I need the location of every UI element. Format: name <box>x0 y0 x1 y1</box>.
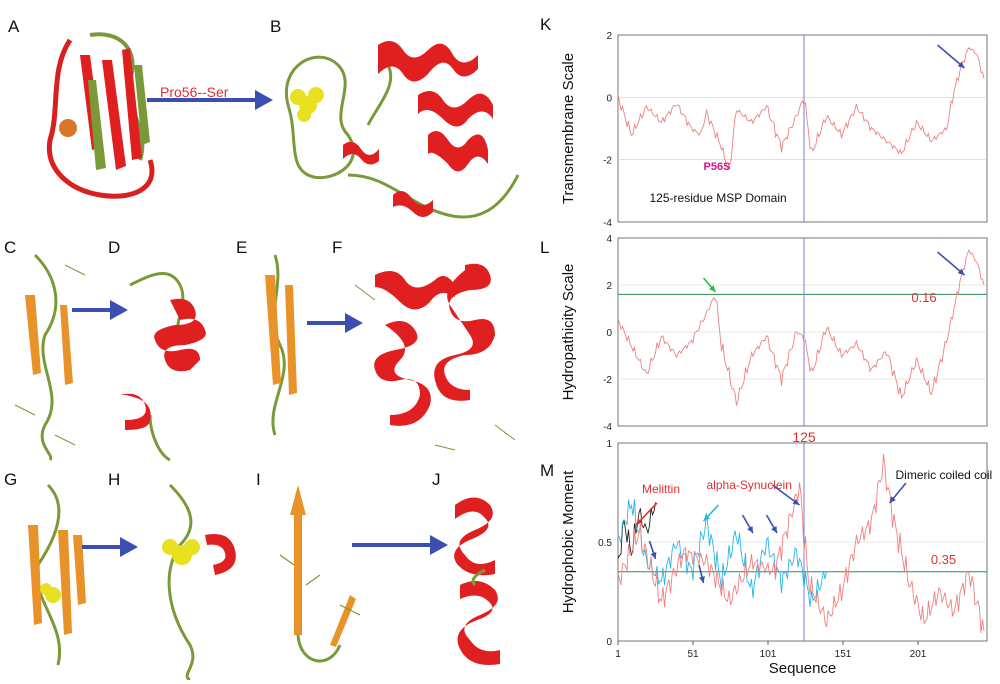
structure-f <box>354 263 516 451</box>
chart-l-threshold-label: 0.16 <box>911 290 936 305</box>
chart-m-annotation-synuclein: alpha-Synuclein <box>707 478 792 492</box>
arrow-g-h <box>82 537 138 557</box>
profile-charts: -4 -2 0 2 Transmembrane Scale -4 -2 0 2 4 Hydropat… <box>560 31 993 677</box>
panel-label-g: G <box>4 470 18 489</box>
chart-m-annotation-melittin: Melittin <box>642 482 680 496</box>
panel-label-b: B <box>270 17 282 36</box>
arrow-e-f <box>307 313 363 333</box>
mutation-label: Pro56--Ser <box>160 84 229 100</box>
chart-k-series-line <box>617 46 985 170</box>
chart-k-ytick-label: -4 <box>603 218 612 229</box>
chart-m-ytick-label: 1 <box>606 439 612 450</box>
panel-label-f: F <box>332 238 343 257</box>
chart-l-ytick-label: 0 <box>606 328 612 339</box>
chart-k-annotation-domain: 125-residue MSP Domain <box>650 191 787 205</box>
chart-m-arrow-1-head <box>792 498 800 505</box>
arrow-a-b <box>147 90 273 110</box>
panel-label-j: J <box>432 470 441 489</box>
chart-m-xtick-label: 201 <box>910 649 927 660</box>
chart-m-ylabel: Hydrophobic Moment <box>560 470 577 613</box>
structure-c <box>14 253 86 462</box>
panel-label-k: K <box>540 15 552 34</box>
chart-k-ytick-label: -2 <box>603 156 612 167</box>
structure-h <box>162 483 236 680</box>
chart-k-frame <box>617 34 988 223</box>
structure-i <box>279 485 361 663</box>
chart-m-arrow-5-head <box>747 526 753 533</box>
chart-m-xtick-label: 151 <box>835 649 852 660</box>
panel-label-a: A <box>8 17 20 36</box>
chart-m-series-line <box>617 499 827 607</box>
chart-m-arrow-3-head <box>650 552 657 559</box>
chart-m-xtick-label: 101 <box>760 649 777 660</box>
panel-label-d: D <box>108 238 121 257</box>
structure-a <box>46 32 155 199</box>
panel-label-l: L <box>540 238 550 257</box>
chart-m-melittin-arrow-head <box>636 518 643 525</box>
chart-m-ytick-label: 0 <box>606 637 612 648</box>
chart-m-xtick-label: 1 <box>615 649 621 660</box>
chart-l-arrow-head <box>957 268 965 275</box>
chart-l-vline-label: 125 <box>792 429 816 445</box>
structure-b <box>284 41 520 219</box>
arrow-i-j <box>352 535 448 555</box>
chart-l-ytick-label: -2 <box>603 375 612 386</box>
chart-m-xtick-label: 51 <box>687 649 699 660</box>
chart-k-annotation-p56s: P56S <box>704 161 731 173</box>
structure-j <box>454 497 500 665</box>
chart-m-xlabel: Sequence <box>769 660 837 677</box>
chart-m-arrow-2-head <box>889 496 896 503</box>
chart-l-ytick-label: -4 <box>603 422 612 433</box>
chart-l-series-line <box>617 248 985 406</box>
panel-label-m: M <box>540 461 555 480</box>
chart-m-arrow-6-head <box>771 526 777 533</box>
chart-k-ylabel: Transmembrane Scale <box>560 53 577 204</box>
chart-k-ytick-label: 2 <box>606 31 612 42</box>
chart-m-synuclein-arrow-head <box>703 514 711 521</box>
chart-k-arrow-head <box>957 61 965 68</box>
structure-e <box>265 254 297 436</box>
structure-d <box>120 271 206 462</box>
panel-label-h: H <box>108 470 121 489</box>
panel-label-i: I <box>256 470 261 489</box>
chart-k-ytick-label: 0 <box>606 93 612 104</box>
panel-label-e: E <box>236 238 248 257</box>
chart-m-series-line <box>617 454 985 634</box>
chart-l-ytick-label: 4 <box>606 234 612 245</box>
chart-l-ylabel: Hydropathicity Scale <box>560 264 577 401</box>
chart-l-ytick-label: 2 <box>606 281 612 292</box>
chart-m-annotation-coiled-coil: Dimeric coiled coil <box>896 468 993 482</box>
chart-m-arrow-4-head <box>699 576 705 583</box>
structure-g <box>28 483 86 666</box>
chart-m-threshold-label: 0.35 <box>931 552 956 567</box>
arrow-c-d <box>72 300 128 320</box>
chart-m-ytick-label: 0.5 <box>598 538 612 549</box>
chart-l-green-arrow-head <box>709 285 716 292</box>
panel-label-c: C <box>4 238 17 257</box>
